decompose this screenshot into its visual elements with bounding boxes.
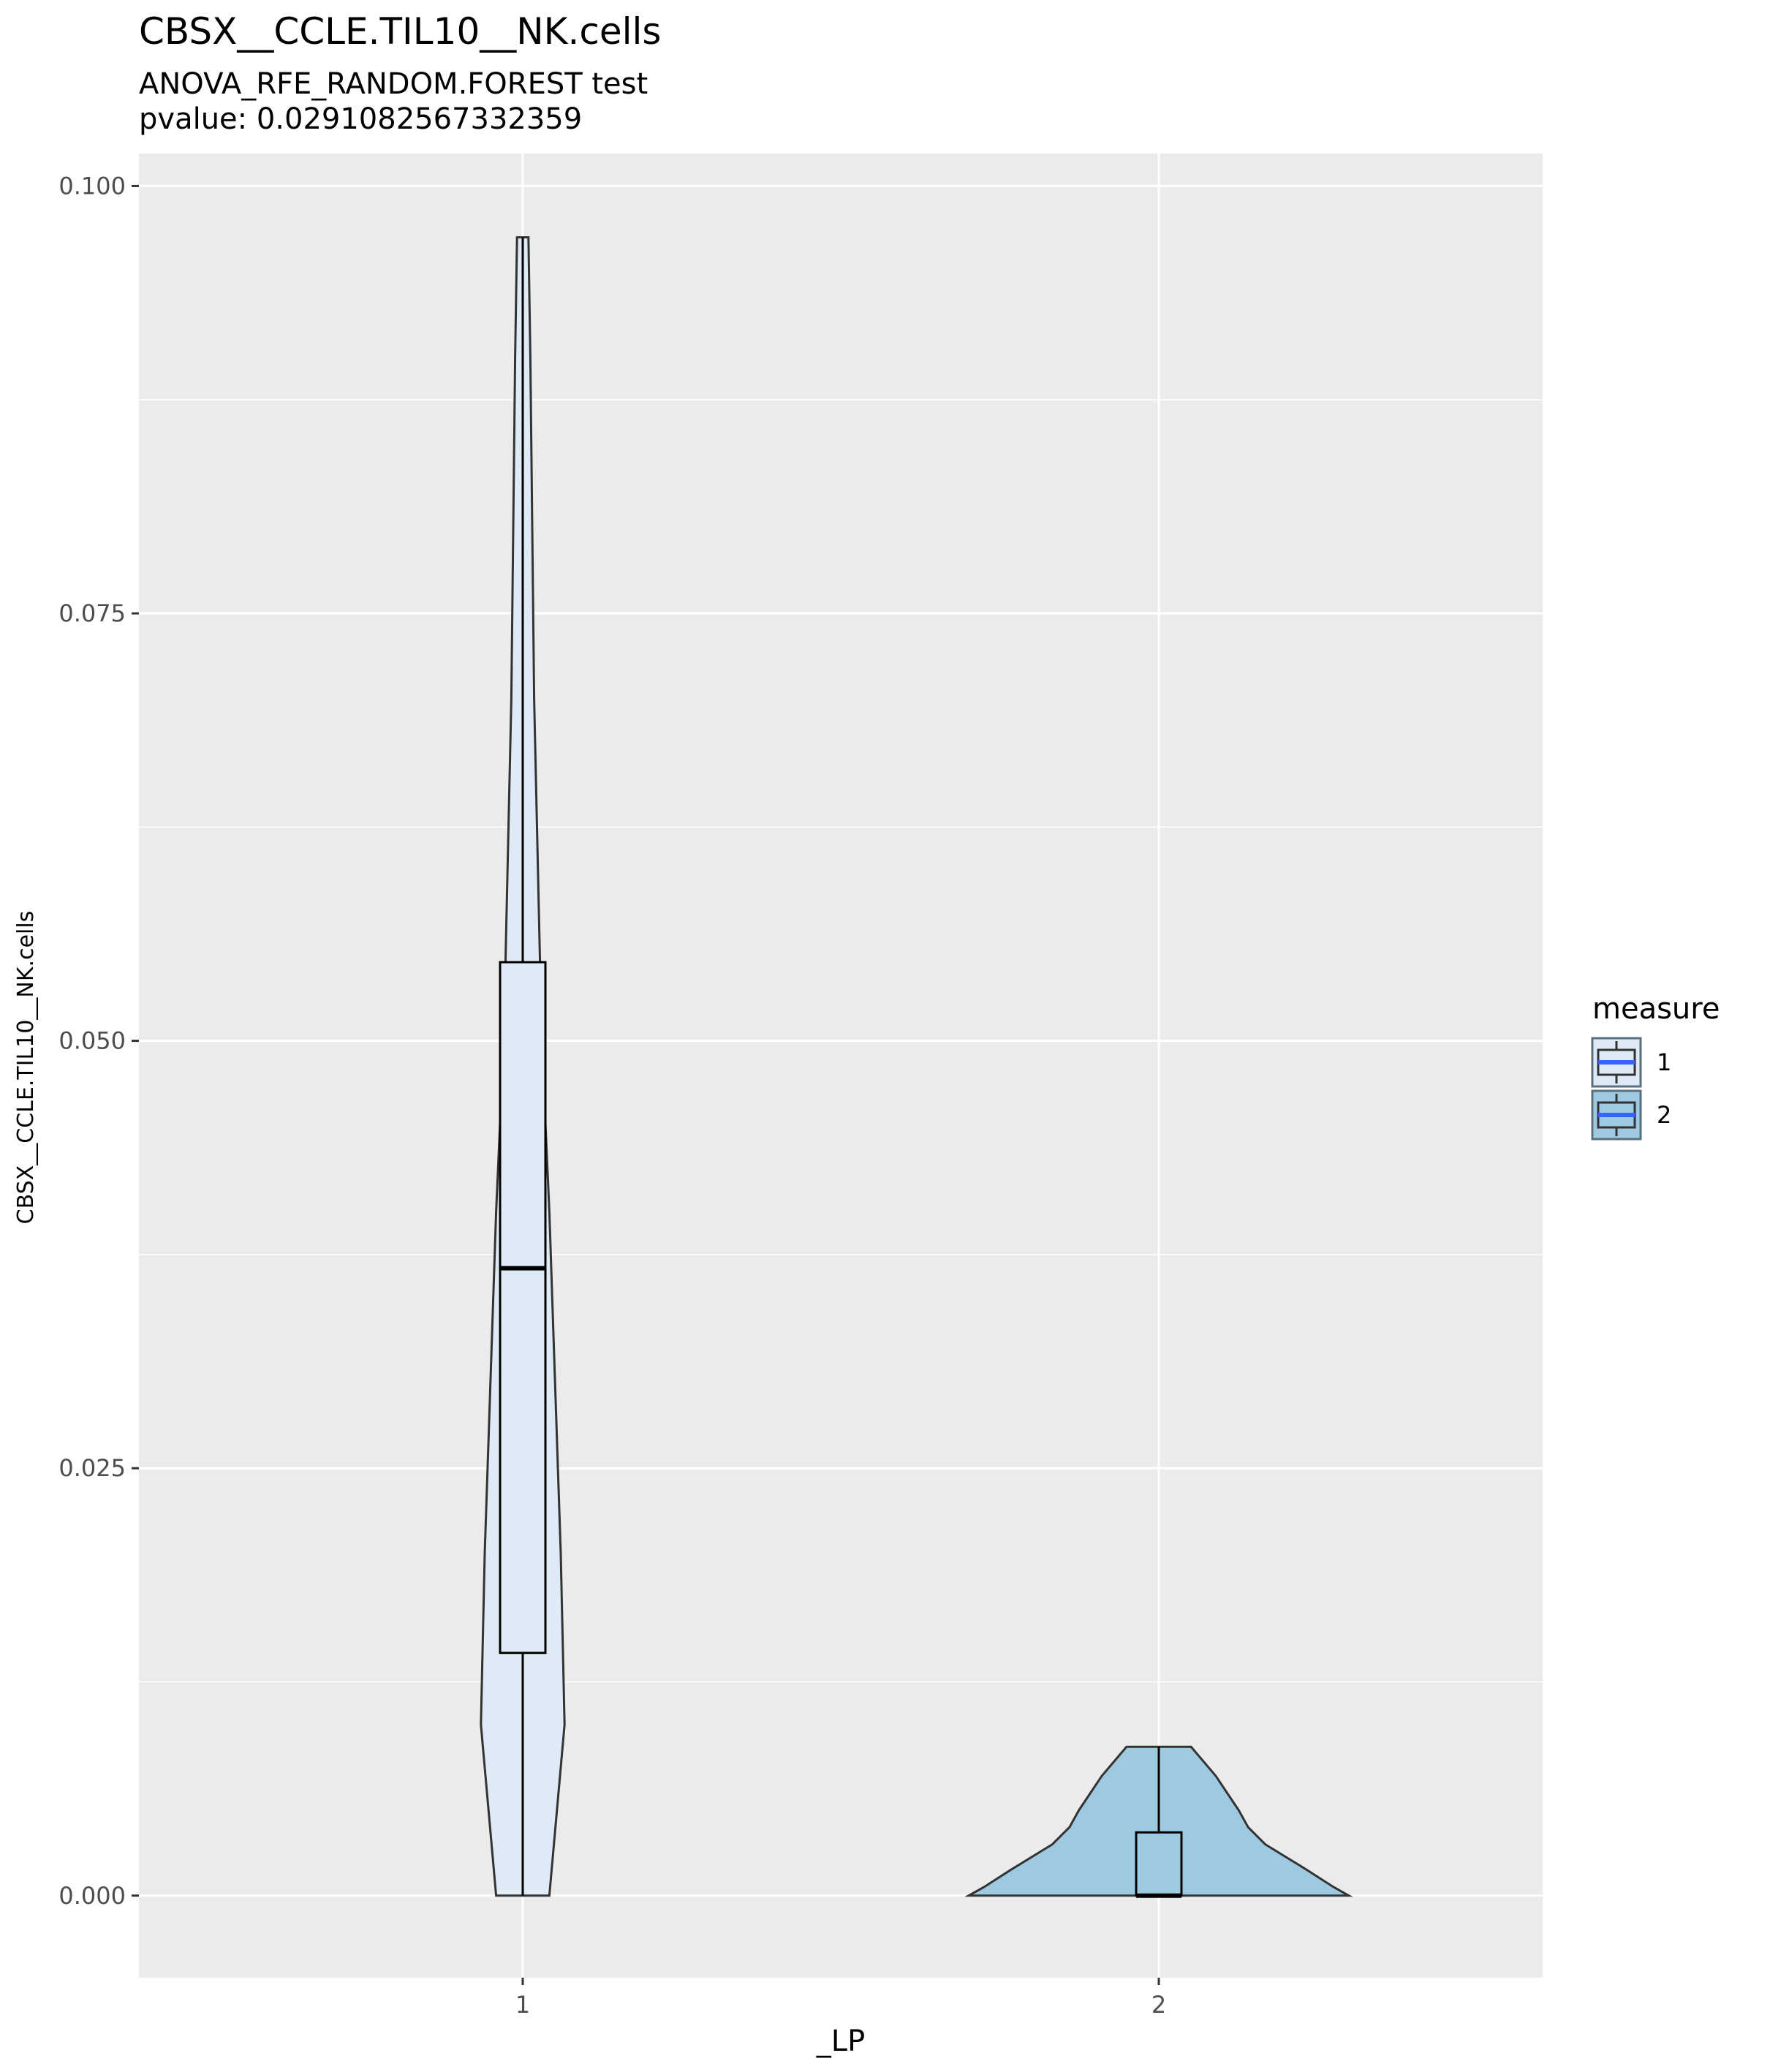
legend-title: measure <box>1592 992 1720 1026</box>
chart-subtitle-line1: ANOVA_RFE_RANDOM.FOREST test <box>139 67 648 101</box>
x-tick-label: 1 <box>515 1991 530 2019</box>
legend-key-1 <box>1591 1037 1642 1088</box>
y-tick-label: 0.025 <box>58 1454 126 1482</box>
legend-label: 2 <box>1657 1101 1671 1129</box>
box-1 <box>499 961 547 1655</box>
y-tick-label: 0.100 <box>58 172 126 200</box>
y-tick-label: 0.000 <box>58 1882 126 1910</box>
chart-title: CBSX__CCLE.TIL10__NK.cells <box>139 10 661 53</box>
legend-label: 1 <box>1657 1048 1671 1076</box>
y-tick-label: 0.075 <box>58 600 126 627</box>
legend-key-2 <box>1591 1089 1642 1141</box>
chart-marks <box>480 236 1353 1898</box>
axes: 0.000 0.025 0.050 0.075 0.100 1 2 <box>58 172 1166 2019</box>
plot-panel <box>139 154 1543 1978</box>
box-2 <box>1135 1831 1183 1897</box>
legend: measure 1 2 <box>1591 992 1720 1141</box>
y-tick-label: 0.050 <box>58 1027 126 1055</box>
y-axis-title: CBSX__CCLE.TIL10__NK.cells <box>13 911 39 1225</box>
x-axis-title: _LP <box>816 2024 865 2058</box>
chart-subtitle-line2: pvalue: 0.0291082567332359 <box>139 102 582 136</box>
x-tick-label: 2 <box>1151 1991 1166 2019</box>
